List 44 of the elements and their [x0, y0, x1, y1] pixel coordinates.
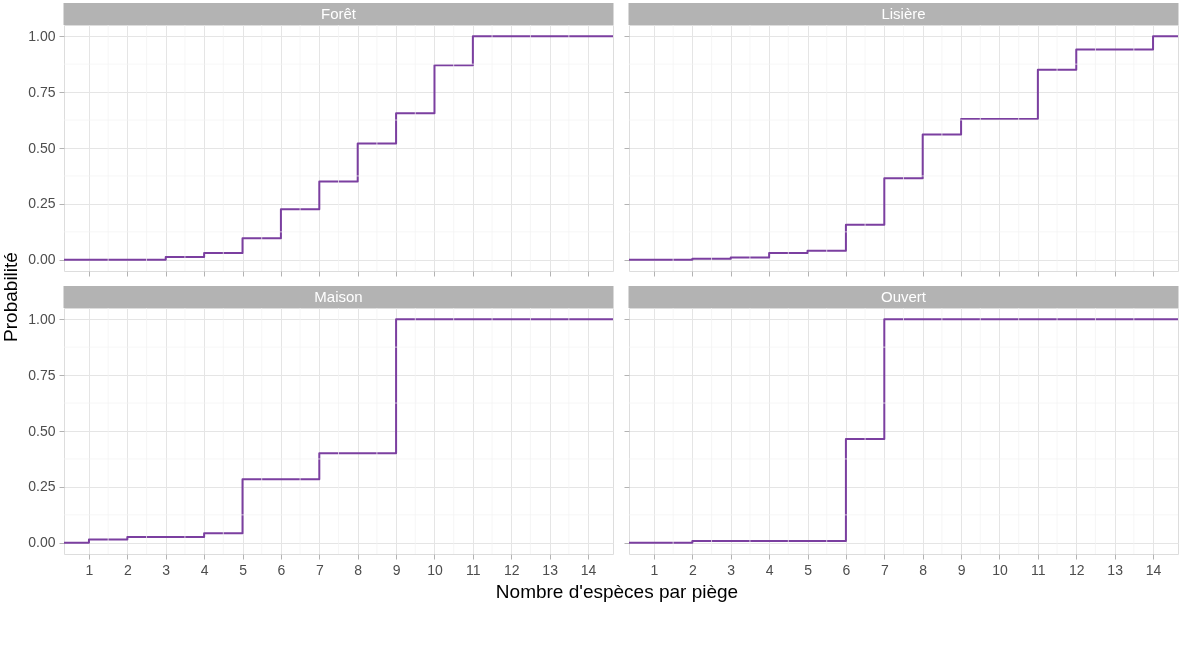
x-tick-label: 14: [580, 561, 597, 578]
x-tick-label: 6: [842, 561, 851, 578]
y-tick-label: 0.00: [28, 534, 56, 551]
y-tick-label: 1.00: [28, 310, 56, 327]
chart-title: Lisière: [881, 5, 926, 22]
x-tick-label: 3: [727, 561, 736, 578]
x-tick-label: 2: [688, 561, 697, 578]
y-tick-label: 0.50: [28, 139, 56, 156]
x-tick-label: 10: [427, 561, 443, 578]
x-tick-label: 13: [1107, 561, 1124, 578]
x-tick-label: 12: [1068, 561, 1085, 578]
x-tick-label: 9: [392, 561, 401, 578]
y-tick-label: 0.00: [28, 251, 56, 268]
x-tick-label: 3: [162, 561, 171, 578]
x-tick-label: 1: [85, 561, 94, 578]
x-tick-label: 7: [880, 561, 889, 578]
x-tick-label: 5: [239, 561, 248, 578]
x-tick-label: 11: [466, 561, 481, 578]
y-tick-label: 0.25: [28, 478, 56, 495]
x-tick-label: 1: [650, 561, 659, 578]
x-tick-label: 4: [765, 561, 774, 578]
x-tick-label: 14: [1145, 561, 1162, 578]
y-tick-label: 0.75: [28, 366, 56, 383]
x-tick-label: 8: [919, 561, 928, 578]
y-tick-label: 0.50: [28, 422, 56, 439]
x-tick-label: 7: [315, 561, 324, 578]
x-tick-label: 13: [542, 561, 559, 578]
y-axis-title: Probabilité: [0, 252, 21, 342]
chart-title: Forêt: [320, 5, 357, 22]
x-tick-label: 10: [992, 561, 1008, 578]
x-axis-title: Nombre d'espèces par piège: [495, 581, 739, 602]
x-tick-label: 5: [804, 561, 813, 578]
x-tick-label: 8: [354, 561, 363, 578]
x-tick-label: 6: [277, 561, 286, 578]
y-tick-label: 0.25: [28, 195, 56, 212]
y-tick-label: 0.75: [28, 83, 56, 100]
x-tick-label: 9: [957, 561, 966, 578]
chart-title: Ouvert: [880, 288, 927, 305]
chart-title: Maison: [314, 288, 363, 305]
x-tick-label: 2: [123, 561, 132, 578]
x-tick-label: 11: [1031, 561, 1046, 578]
y-tick-label: 1.00: [28, 27, 56, 44]
x-tick-label: 12: [503, 561, 520, 578]
x-tick-label: 4: [200, 561, 209, 578]
